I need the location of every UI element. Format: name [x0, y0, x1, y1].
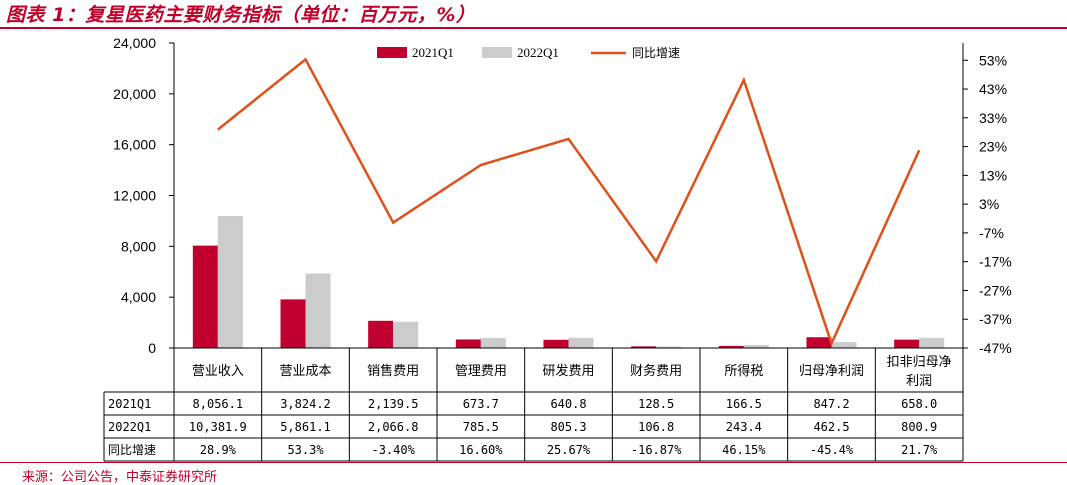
bar-2022q1: [568, 337, 594, 348]
table-row-label: 2022Q1: [108, 420, 151, 434]
category-label: 管理费用: [455, 364, 507, 379]
table-cell: 106.8: [638, 420, 674, 434]
table-cell: 3,824.2: [280, 397, 331, 411]
category-label: 营业成本: [279, 364, 331, 379]
category-label: 所得税: [724, 363, 763, 379]
table-cell: 28.9%: [200, 443, 237, 457]
left-tick-label: 4,000: [121, 289, 156, 305]
table-cell: 25.67%: [547, 443, 591, 457]
table-cell: 785.5: [463, 420, 499, 434]
table-cell: 462.5: [813, 420, 849, 434]
bar-2022q1: [743, 344, 769, 348]
bar-2021q1: [368, 320, 394, 348]
right-tick-label: -7%: [979, 225, 1004, 241]
bar-2022q1: [480, 338, 506, 348]
left-tick-label: 24,000: [113, 35, 156, 51]
table-cell: 243.4: [726, 420, 762, 434]
right-tick-label: -17%: [979, 254, 1012, 270]
footer-divider: [0, 462, 1067, 463]
legend-label-growth: 同比增速: [632, 46, 680, 60]
table-cell: 53.3%: [287, 443, 324, 457]
left-tick-label: 16,000: [113, 137, 156, 153]
source-note: 来源：公司公告，中泰证券研究所: [22, 470, 218, 485]
table-cell: 2,066.8: [368, 420, 419, 434]
table-cell: -3.40%: [371, 443, 415, 457]
category-label: 扣非归母净: [887, 355, 952, 370]
category-label: 归母净利润: [799, 364, 864, 379]
bar-2021q1: [543, 339, 569, 348]
category-label: 销售费用: [367, 363, 419, 379]
table-cell: 5,861.1: [280, 420, 331, 434]
table-row-label: 2021Q1: [108, 397, 151, 411]
table-cell: 128.5: [638, 397, 674, 411]
left-tick-label: 0: [148, 340, 156, 356]
left-tick-label: 12,000: [113, 188, 156, 204]
right-tick-label: 3%: [979, 196, 999, 212]
table-cell: 21.7%: [901, 443, 938, 457]
legend-swatch-2021q1: [377, 47, 407, 58]
bar-2022q1: [393, 321, 419, 348]
table-cell: 640.8: [550, 397, 586, 411]
right-tick-label: 53%: [979, 52, 1007, 68]
right-tick-label: 33%: [979, 110, 1007, 126]
bar-2021q1: [192, 245, 218, 348]
bar-2022q1: [919, 337, 945, 348]
right-tick-label: 23%: [979, 139, 1007, 155]
right-tick-label: 13%: [979, 167, 1007, 183]
legend-swatch-2022q1: [482, 47, 512, 58]
growth-line: [217, 57, 921, 347]
legend-label-2021q1: 2021Q1: [412, 45, 454, 60]
legend-label-2022q1: 2022Q1: [517, 45, 559, 60]
bar-2021q1: [806, 337, 832, 348]
table-cell: 16.60%: [459, 443, 503, 457]
left-tick-label: 20,000: [113, 86, 156, 102]
table-cell: 8,056.1: [193, 397, 244, 411]
right-tick-label: -27%: [979, 282, 1012, 298]
table-cell: 166.5: [726, 397, 762, 411]
table-row-label: 同比增速: [108, 443, 156, 457]
bar-2021q1: [455, 339, 481, 348]
bar-2021q1: [631, 346, 657, 348]
bar-2022q1: [217, 216, 243, 348]
bar-2022q1: [831, 342, 857, 348]
category-label: 研发费用: [542, 363, 594, 379]
bar-2021q1: [718, 345, 744, 348]
table-cell: -16.87%: [631, 443, 682, 457]
category-label: 财务费用: [630, 363, 682, 379]
bar-2022q1: [656, 346, 682, 348]
table-cell: 800.9: [901, 420, 937, 434]
table-cell: 847.2: [813, 397, 849, 411]
table-cell: 10,381.9: [189, 420, 247, 434]
category-label: 营业收入: [192, 364, 244, 379]
table-cell: 46.15%: [722, 443, 766, 457]
chart-svg: 0 4,000 8,000 12,000 16,000 20,000 24,000 -47% -…: [103, 35, 1012, 462]
table-cell: 673.7: [463, 397, 499, 411]
category-label: 利润: [906, 374, 932, 389]
chart-title: 图表 1：复星医药主要财务指标（单位：百万元，%）: [6, 4, 476, 26]
table-cell: 658.0: [901, 397, 937, 411]
bar-2022q1: [305, 273, 331, 348]
right-tick-label: -47%: [979, 340, 1012, 356]
bar-2021q1: [280, 299, 306, 348]
title-divider: [0, 27, 1067, 29]
bar-2021q1: [894, 339, 920, 348]
right-tick-label: -37%: [979, 311, 1012, 327]
table-cell: 2,139.5: [368, 397, 419, 411]
table-cell: 805.3: [550, 420, 586, 434]
table-cell: -45.4%: [810, 443, 854, 457]
right-tick-label: 43%: [979, 81, 1007, 97]
left-tick-label: 8,000: [121, 238, 156, 254]
